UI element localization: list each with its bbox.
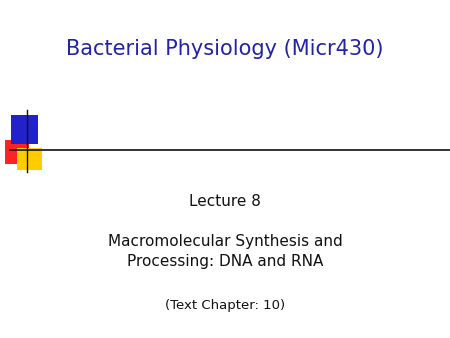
Text: Macromolecular Synthesis and
Processing: DNA and RNA: Macromolecular Synthesis and Processing:…: [108, 235, 342, 269]
Text: (Text Chapter: 10): (Text Chapter: 10): [165, 299, 285, 312]
Text: Lecture 8: Lecture 8: [189, 194, 261, 209]
Bar: [11, 115, 38, 144]
Bar: [4, 140, 29, 164]
Bar: [17, 148, 42, 170]
Text: Bacterial Physiology (Micr430): Bacterial Physiology (Micr430): [66, 39, 384, 59]
